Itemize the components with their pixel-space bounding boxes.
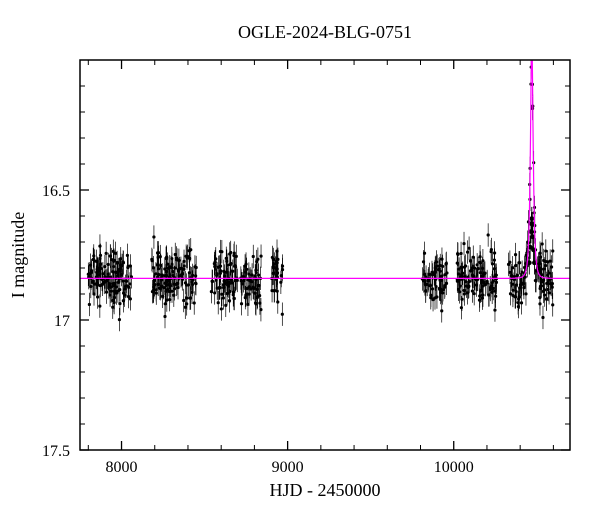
- y-tick-label: 16.5: [42, 183, 70, 200]
- y-tick-label: 17: [54, 313, 70, 330]
- y-tick-label: 17.5: [42, 443, 70, 460]
- x-tick-label: 9000: [272, 459, 304, 476]
- chart-container: OGLE-2024-BLG-0751 8000 9000 10000 16.5 17 17.…: [0, 0, 600, 512]
- x-tick-label: 10000: [434, 459, 474, 476]
- chart-title: OGLE-2024-BLG-0751: [238, 22, 412, 42]
- lightcurve-chart: OGLE-2024-BLG-0751 8000 9000 10000 16.5 17 17.…: [0, 0, 600, 512]
- x-axis-label: HJD - 2450000: [270, 480, 381, 500]
- y-axis-label: I magnitude: [8, 212, 28, 298]
- x-tick-label: 8000: [106, 459, 138, 476]
